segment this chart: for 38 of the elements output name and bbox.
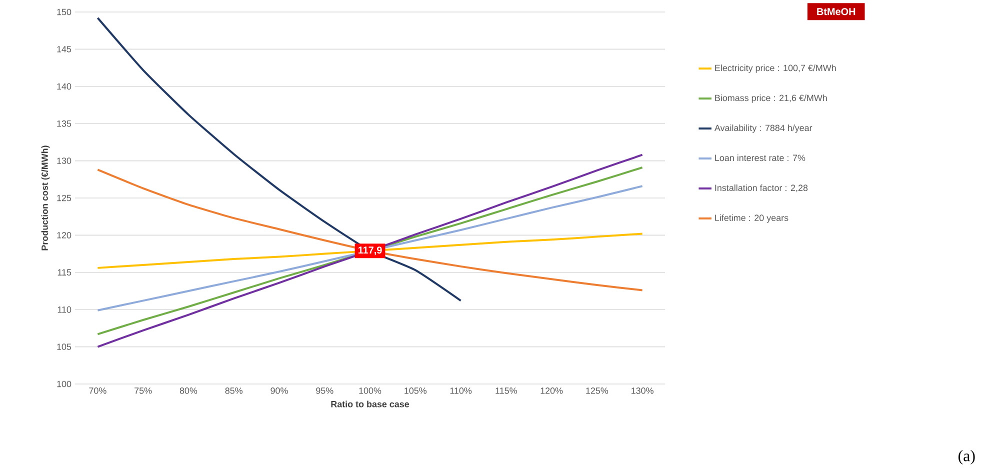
legend-label: Loan interest rate : 7% [715, 154, 806, 162]
line-series [96, 16, 462, 302]
y-tick-label: 145 [57, 46, 72, 52]
text: (a) [958, 450, 975, 464]
x-tick-label: 95% [316, 388, 334, 394]
y-tick-label: 120 [57, 232, 72, 238]
x-tick-label: 100% [359, 388, 382, 394]
x-tick-label: 85% [225, 388, 242, 394]
y-tick-label: 125 [57, 194, 72, 202]
legend-label: Biomass price : 21,6 €/MWh [715, 94, 827, 103]
x-tick-label: 120% [540, 388, 563, 394]
y-tick-label: 110 [58, 306, 72, 313]
y-tick-label: 135 [57, 120, 72, 127]
x-tick-label: 130% [632, 388, 654, 394]
y-tick-label: 150 [57, 8, 72, 16]
legend-label: Availability : 7884 h/year [714, 124, 812, 133]
y-tick-label: 140 [57, 83, 72, 90]
x-tick-label: 125% [586, 388, 608, 394]
x-tick-label: 115% [496, 388, 517, 394]
legend-label: Electricity price : 100,7 €/MWh [715, 64, 836, 73]
y-axis-title: Production cost (€/MWh) [41, 146, 50, 250]
x-tick-label: 90% [270, 388, 288, 394]
legend-label: Lifetime : 20 years [715, 214, 788, 223]
x-tick-label: 75% [134, 388, 152, 394]
line-series [96, 185, 644, 312]
y-tick-label: 100 [57, 380, 72, 388]
line-series [96, 168, 644, 292]
x-tick-label: 70% [89, 388, 106, 394]
y-tick-label: 105 [57, 344, 72, 350]
text: BtMeOH [817, 8, 856, 16]
legend-label: Installation factor : 2,28 [715, 184, 808, 192]
x-tick-label: 105% [404, 388, 427, 394]
line-series [96, 232, 644, 269]
y-tick-label: 130 [57, 158, 72, 164]
x-tick-label: 110% [450, 388, 472, 394]
y-tick-label: 115 [58, 269, 72, 276]
x-axis-title: Ratio to base case [331, 400, 410, 408]
x-tick-label: 80% [180, 388, 198, 394]
